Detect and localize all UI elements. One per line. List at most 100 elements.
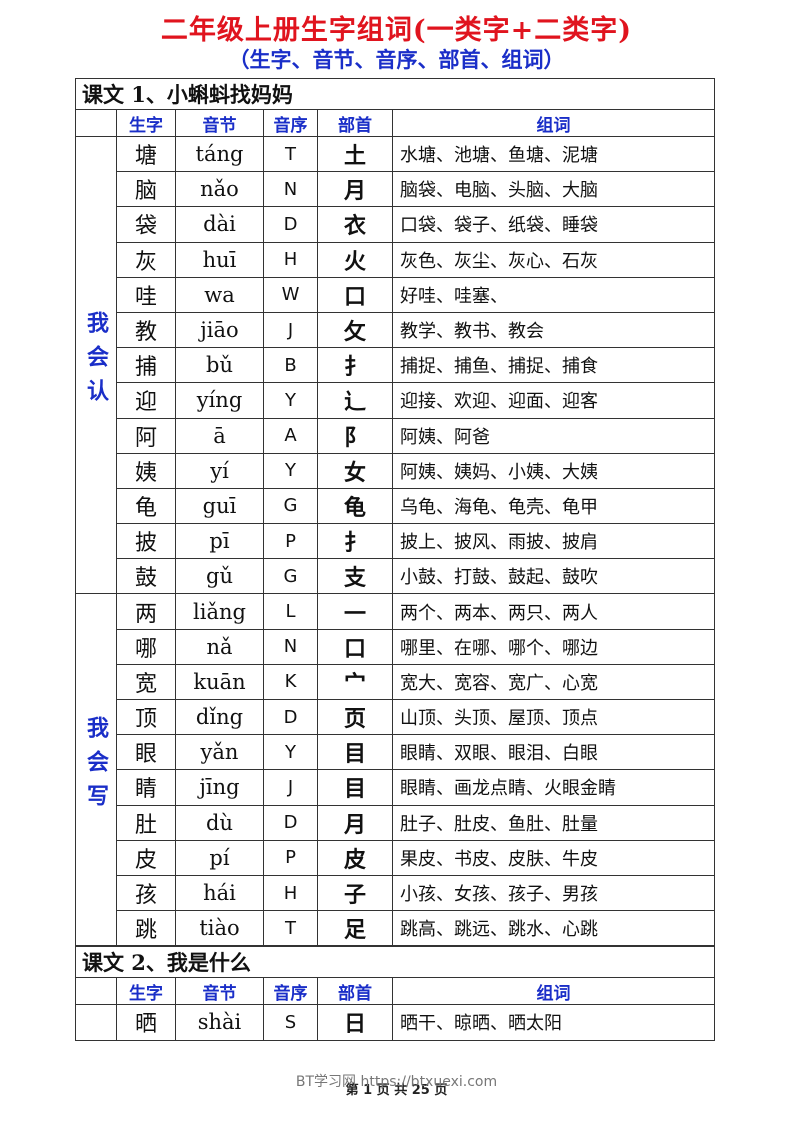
corner [75,109,117,137]
radical: 阝 [317,417,393,454]
pinyin: yǎn [175,734,264,771]
word-row: 睛 jīng J 目眼睛、画龙点睛、火眼金睛 [76,769,716,806]
pinyin: bǔ [175,347,264,384]
radical: 宀 [317,663,393,701]
radical: 页 [317,698,393,736]
column-header: 部首 [317,109,393,137]
column-header: 组词 [391,977,716,1006]
lesson-table: 课文 2、我是什么 生字 音节 音序 部首 组词晒 shài S 日晒干、晾晒、晒太阳 [74,946,716,1041]
corner [75,977,117,1006]
initial: Y [263,452,318,489]
initial: W [263,276,318,313]
words: 小鼓、打鼓、鼓起、鼓吹 [391,558,716,595]
radical: 土 [317,135,393,173]
initial: B [263,347,318,384]
words: 宽大、宽容、宽广、心宽 [391,663,716,701]
radical: 子 [317,874,393,912]
words: 晒干、晾晒、晒太阳 [391,1004,716,1041]
table-body: 课文 2、我是什么 生字 音节 音序 部首 组词晒 shài S 日晒干、晾晒、晒太阳 [74,946,716,1041]
character: 阿 [116,417,176,454]
character: 迎 [116,382,176,419]
words: 灰色、灰尘、灰心、石灰 [391,241,716,278]
pinyin: yí [175,452,264,489]
pinyin: jīng [175,769,264,806]
character: 哇 [116,276,176,313]
radical: 皮 [317,839,393,876]
column-header: 音节 [175,977,264,1006]
words: 肚子、肚皮、鱼肚、肚量 [391,804,716,841]
words: 好哇、哇塞、 [391,276,716,313]
pinyin: nǎo [175,171,264,208]
character: 教 [116,311,176,349]
words: 捕捉、捕鱼、捕捉、捕食 [391,347,716,384]
character: 塘 [116,135,176,173]
character: 皮 [116,839,176,876]
radical: 口 [317,276,393,313]
words: 果皮、书皮、皮肤、牛皮 [391,839,716,876]
initial: T [263,910,318,947]
character: 两 [116,593,176,630]
words: 哪里、在哪、哪个、哪边 [391,628,716,665]
word-row: 姨 yí Y 女阿姨、姨妈、小姨、大姨 [76,452,716,489]
character: 袋 [116,206,176,243]
radical: 支 [317,558,393,595]
pinyin: pī [175,523,264,560]
pinyin: dù [175,804,264,841]
group-label: 我会认 [83,311,109,414]
initial: S [263,1004,318,1041]
group-cell [75,1004,117,1041]
initial: J [263,769,318,806]
word-row: 灰 huī H 火灰色、灰尘、灰心、石灰 [76,241,716,278]
initial: G [263,487,318,525]
word-row: 脑 nǎo N 月脑袋、电脑、头脑、大脑 [76,171,716,208]
word-row: 顶 dǐng D 页山顶、头顶、屋顶、顶点 [76,698,716,736]
radical: 龟 [317,487,393,525]
pinyin: wa [175,276,264,313]
lesson-title: 课文 2、我是什么 [74,946,716,979]
word-row: 捕 bǔ B 扌捕捉、捕鱼、捕捉、捕食 [76,347,716,384]
initial: G [263,558,318,595]
word-row: 鼓 gǔ G 支小鼓、打鼓、鼓起、鼓吹 [76,558,716,595]
initial: L [263,593,318,630]
words: 眼睛、画龙点睛、火眼金睛 [391,769,716,806]
word-row: 皮 pí P 皮果皮、书皮、皮肤、牛皮 [76,839,716,876]
radical: 扌 [317,523,393,560]
initial: J [263,311,318,349]
words: 口袋、袋子、纸袋、睡袋 [391,206,716,243]
pinyin: nǎ [175,628,264,665]
lesson-title: 课文 1、小蝌蚪找妈妈 [74,78,716,110]
pinyin: huī [175,241,264,278]
column-header: 音序 [263,109,318,137]
word-row: 袋 dài D 衣口袋、袋子、纸袋、睡袋 [76,206,716,243]
word-row: 披 pī P 扌披上、披风、雨披、披肩 [76,523,716,560]
word-row: 晒 shài S 日晒干、晾晒、晒太阳 [75,1004,716,1041]
word-row: 教 jiāo J 攵教学、教书、教会 [76,311,716,349]
radical: 目 [317,769,393,806]
radical: 日 [317,1004,393,1041]
column-header: 生字 [116,977,176,1006]
character: 宽 [116,663,176,701]
radical: 一 [317,593,393,630]
words: 披上、披风、雨披、披肩 [391,523,716,560]
initial: K [263,663,318,701]
character: 肚 [116,804,176,841]
group-cell: 我会写 [75,593,117,947]
character: 孩 [116,874,176,912]
character: 哪 [116,628,176,665]
pinyin: guī [175,487,264,525]
radical: 女 [317,452,393,489]
word-row: 迎 yíng Y 辶迎接、欢迎、迎面、迎客 [76,382,716,419]
lesson-row: 课文 1、小蝌蚪找妈妈 [74,78,716,110]
pinyin: jiāo [175,311,264,349]
radical: 月 [317,171,393,208]
pinyin: hái [175,874,264,912]
pinyin: táng [175,135,264,173]
radical: 攵 [317,311,393,349]
pinyin: ā [175,417,264,454]
words: 阿姨、阿爸 [391,417,716,454]
radical: 足 [317,910,393,947]
radical: 火 [317,241,393,278]
initial: Y [263,382,318,419]
words: 水塘、池塘、鱼塘、泥塘 [391,135,716,173]
